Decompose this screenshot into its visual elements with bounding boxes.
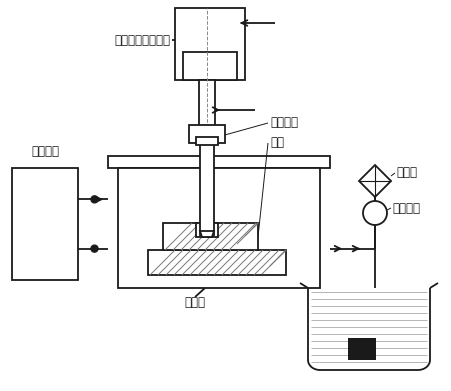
Bar [175,8,245,80]
Bar [12,168,78,280]
Circle shape [91,245,98,252]
Circle shape [363,201,387,225]
Text: 过滤器: 过滤器 [396,167,417,179]
Bar [163,223,258,250]
Bar [200,143,214,235]
Bar [118,168,320,288]
Text: 脉冲电源: 脉冲电源 [31,145,59,158]
Text: 工件: 工件 [270,136,284,149]
Polygon shape [359,165,391,197]
Bar [199,80,215,143]
Bar [148,250,286,275]
Bar [348,338,376,360]
Bar [108,156,330,168]
Text: 工作液: 工作液 [184,296,206,310]
Bar [196,137,218,145]
Polygon shape [200,231,214,237]
Text: 工作液泵: 工作液泵 [392,201,420,215]
Text: 自动进给调节装置: 自动进给调节装置 [114,34,170,47]
Bar [189,125,225,143]
Circle shape [91,196,98,203]
Bar [196,223,218,237]
Bar [183,52,237,80]
Text: 工具电极: 工具电极 [270,117,298,129]
